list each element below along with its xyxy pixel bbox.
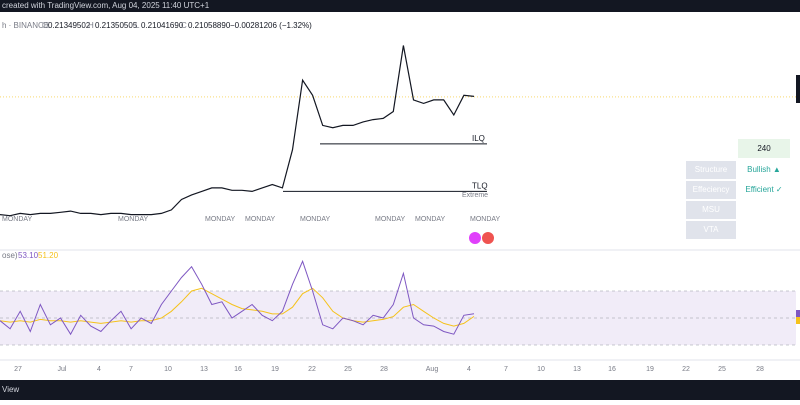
x-tick-label: 19 — [271, 366, 279, 373]
x-tick-label: 22 — [308, 366, 316, 373]
row-value: Efficient ✓ — [745, 185, 782, 194]
x-tick-label: 27 — [14, 366, 22, 373]
x-tick-label: 25 — [344, 366, 352, 373]
session-label: MONDAY — [245, 216, 276, 223]
price-line — [0, 45, 475, 217]
legend-open: 0.21349502 — [48, 21, 91, 30]
ma-scale-edge — [796, 317, 800, 324]
icon[interactable] — [469, 232, 481, 244]
header-text: created with TradingView.com, Aug 04, 20… — [2, 1, 210, 10]
session-label: MONDAY — [205, 216, 236, 223]
legend-high: 0.21350505 — [95, 21, 138, 30]
rsi-scale-edge — [796, 310, 800, 317]
legend-h: H — [88, 21, 94, 30]
row-label: VTA — [704, 225, 720, 234]
x-tick-label: 4 — [467, 366, 471, 373]
level-label: ILQ — [472, 134, 485, 143]
legend-symbol: h · BINANCE — [2, 21, 49, 30]
row-label-cell — [686, 161, 736, 179]
x-tick-label: 22 — [682, 366, 690, 373]
rsi-legend: ose) — [2, 251, 18, 260]
x-tick-label: 19 — [646, 366, 654, 373]
session-label: MONDAY — [118, 216, 149, 223]
row-value: Bullish ▲ — [747, 165, 781, 174]
x-tick-label: 10 — [164, 366, 172, 373]
timeframe: 240 — [757, 144, 771, 153]
session-label: MONDAY — [375, 216, 406, 223]
level-label: TLQ — [472, 182, 488, 191]
legend-change: −0.00281206 (−1.32%) — [230, 21, 312, 30]
x-tick-label: Jul — [58, 366, 67, 373]
x-tick-label: 13 — [200, 366, 208, 373]
row-label: MSU — [702, 205, 720, 214]
x-tick-label: 4 — [97, 366, 101, 373]
x-tick-label: 28 — [380, 366, 388, 373]
top-bar — [0, 0, 800, 12]
session-label: MONDAY — [470, 216, 501, 223]
session-label: MONDAY — [2, 216, 33, 223]
row-label: Effeciency — [693, 185, 730, 194]
x-tick-label: 7 — [504, 366, 508, 373]
footer-text: View — [2, 385, 19, 394]
bottom-bar — [0, 380, 800, 400]
x-tick-label: 10 — [537, 366, 545, 373]
legend-low: 0.21041690 — [141, 21, 184, 30]
ma-value: 51.20 — [38, 251, 59, 260]
x-tick-label: 16 — [234, 366, 242, 373]
legend-c: C — [181, 21, 187, 30]
extreme-label: Extreme — [462, 192, 488, 199]
x-tick-label: 13 — [573, 366, 581, 373]
legend-o: O — [42, 21, 48, 30]
x-tick-label: 16 — [608, 366, 616, 373]
row-label-cell — [686, 201, 736, 219]
rsi-line — [0, 259, 475, 336]
x-tick-label: Aug — [426, 366, 439, 373]
ma-line — [0, 287, 475, 327]
legend-close: 0.21058890 — [188, 21, 231, 30]
x-tick-label: 25 — [718, 366, 726, 373]
session-label: MONDAY — [415, 216, 446, 223]
rsi-value: 53.10 — [18, 251, 39, 260]
x-tick-label: 7 — [129, 366, 133, 373]
row-label: Structure — [695, 165, 728, 174]
row-label-cell — [686, 181, 736, 199]
session-label: MONDAY — [300, 216, 331, 223]
legend-l: L — [135, 21, 140, 30]
price-scale-edge — [796, 75, 800, 103]
row-label-cell — [686, 221, 736, 239]
x-tick-label: 28 — [756, 366, 764, 373]
timeframe-cell — [738, 139, 790, 158]
icon[interactable] — [482, 232, 494, 244]
